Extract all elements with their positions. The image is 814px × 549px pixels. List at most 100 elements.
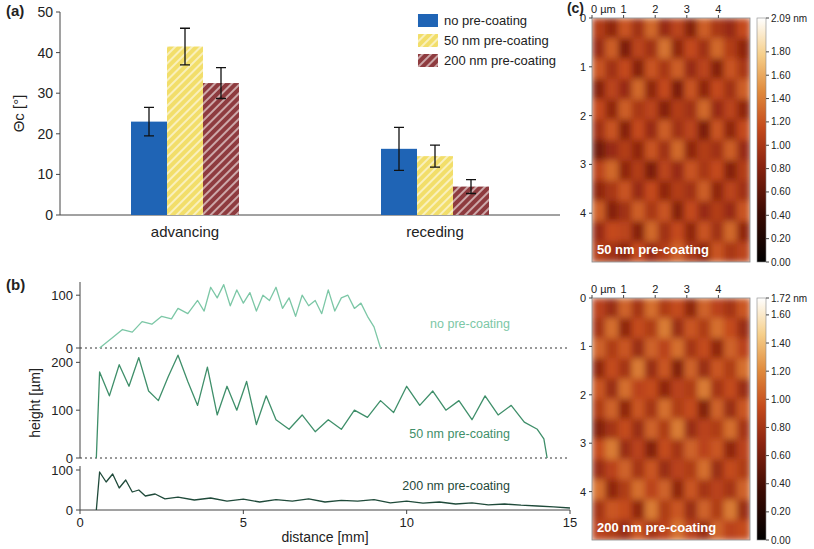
cell [697, 181, 711, 202]
cell [697, 59, 711, 80]
cell [737, 399, 750, 420]
cell [645, 99, 659, 120]
cell [645, 318, 659, 339]
cell [645, 419, 659, 440]
cell [724, 480, 738, 501]
profile [100, 285, 381, 348]
cell [592, 59, 606, 80]
cell [645, 221, 659, 242]
y-tick [589, 394, 592, 395]
cell [632, 459, 646, 480]
cell [711, 221, 725, 242]
panel-label: (b) [6, 276, 25, 293]
cell [658, 318, 672, 339]
y-tick-label: 200 [51, 355, 73, 370]
cell [632, 59, 646, 80]
colorbar-tick [766, 399, 769, 400]
cell [618, 500, 632, 521]
cell [671, 140, 685, 161]
cell [618, 318, 632, 339]
y-tick [76, 295, 80, 296]
cell [658, 99, 672, 120]
cell [724, 439, 738, 460]
cell [658, 379, 672, 400]
cell [671, 419, 685, 440]
y-tick-label: 100 [51, 403, 73, 418]
colorbar-label: 1.60 [771, 309, 791, 320]
cell [697, 79, 711, 100]
page: {"chart_data": [ {"type": "bar", "title"… [0, 0, 814, 549]
y-tick-label: 20 [37, 126, 53, 142]
colorbar-label: 0.20 [771, 233, 791, 244]
legend-label: 200 nm pre-coating [444, 53, 556, 68]
y-tick-label: 50 [37, 4, 53, 20]
colorbar-label: 1.00 [771, 394, 791, 405]
cell [605, 338, 619, 359]
cell [697, 140, 711, 161]
colorbar-label: 0.00 [771, 535, 791, 546]
cell [645, 59, 659, 80]
cell [684, 419, 698, 440]
cell [632, 298, 646, 319]
cell [605, 181, 619, 202]
cell [684, 439, 698, 460]
cell [684, 500, 698, 521]
colorbar-tick [766, 511, 769, 512]
cell [658, 359, 672, 380]
cell [724, 18, 738, 39]
bar [167, 47, 203, 215]
cell [697, 221, 711, 242]
y-tick-label: 0 [580, 12, 586, 24]
cell [684, 221, 698, 242]
cell [737, 439, 750, 460]
cell [632, 439, 646, 460]
cell [697, 459, 711, 480]
x-tick [80, 510, 81, 514]
cell [592, 399, 606, 420]
cell [618, 38, 632, 59]
cell [605, 298, 619, 319]
cell [671, 480, 685, 501]
cell [605, 221, 619, 242]
y-axis [80, 466, 81, 510]
height-map-cells [592, 18, 750, 262]
cell [605, 120, 619, 141]
image-label: 50 nm pre-coating [597, 242, 709, 257]
cell [632, 500, 646, 521]
x-tick-label: 0 µm [591, 3, 616, 15]
error-bar [430, 145, 440, 167]
cell [592, 298, 606, 319]
x-tick-label: 2 [652, 3, 658, 15]
colorbar-tick [766, 191, 769, 192]
colorbar-tick [766, 343, 769, 344]
cell [605, 318, 619, 339]
colorbar-tick [766, 145, 769, 146]
profile-line [96, 355, 547, 458]
cell [684, 181, 698, 202]
cell [684, 120, 698, 141]
y-tick [589, 443, 592, 444]
cell [618, 338, 632, 359]
cell [592, 221, 606, 242]
y-tick-label: 0 [45, 207, 53, 223]
category-label: advancing [151, 223, 219, 240]
cell [724, 242, 738, 262]
cell [697, 500, 711, 521]
cell [724, 99, 738, 120]
profile-line [100, 285, 381, 348]
height-map [592, 298, 750, 540]
y-tick-label: 10 [37, 166, 53, 182]
colorbar-tick [766, 75, 769, 76]
cell [632, 201, 646, 222]
cell [724, 181, 738, 202]
cell [671, 379, 685, 400]
cell [684, 201, 698, 222]
y-tick [589, 213, 592, 214]
cell [671, 359, 685, 380]
y-axis [80, 282, 81, 348]
y-tick [56, 133, 60, 134]
y-tick [589, 115, 592, 116]
y-axis-title: height [µm] [27, 368, 43, 438]
y-tick-label: 3 [580, 437, 586, 449]
cell [697, 338, 711, 359]
